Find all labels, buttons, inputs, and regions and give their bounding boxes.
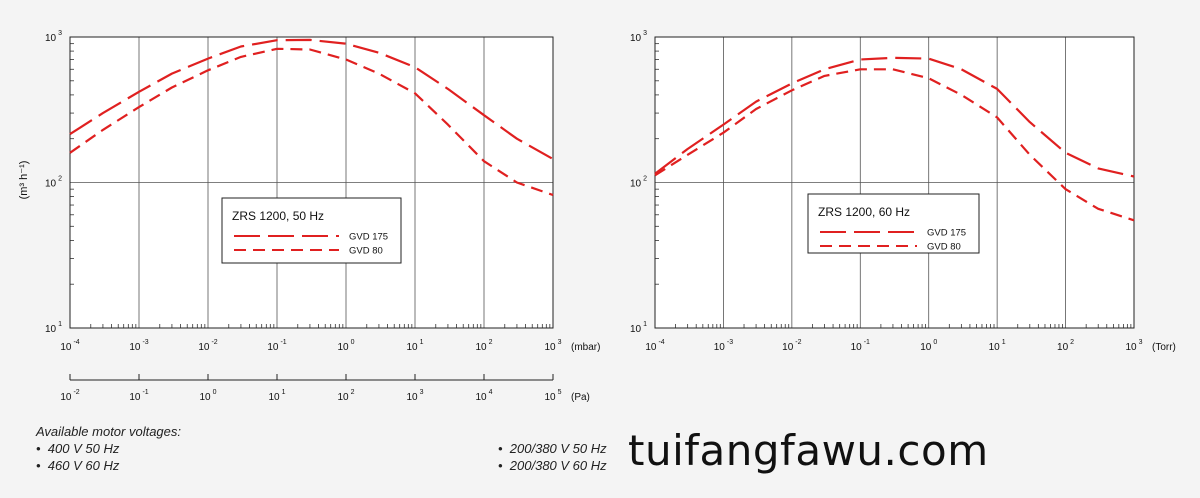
x-tick-label: 10 -1 [851, 339, 870, 353]
x-tick-label: 10 -3 [129, 339, 148, 353]
x-tick-label: 10 0 [920, 339, 937, 353]
legend-title: ZRS 1200, 60 Hz [818, 205, 910, 219]
series-line-gvd-80 [69, 47, 554, 197]
legend-box [807, 193, 980, 254]
y-tick-label: 10 3 [630, 30, 647, 44]
secondary-tick-label: 10 -2 [60, 389, 79, 403]
minor-ticks [70, 43, 551, 328]
x-tick-labels: 10 -4 10 -3 10 -2 10 -1 10 0 10 1 10 2 10 3 [60, 339, 561, 353]
legend-entry: GVD 175 [927, 228, 966, 239]
voltage-item-400v: • 400 V 50 Hz [36, 441, 120, 456]
secondary-tick-label: 10 -1 [129, 389, 148, 403]
series-line-gvd-80 [654, 68, 1135, 222]
minor-ticks [655, 43, 1132, 328]
x-tick-labels: 10 -4 10 -3 10 -2 10 -1 10 0 10 1 10 2 10 3 [645, 339, 1142, 353]
motor-voltages-right: • 200/380 V 50 Hz • 200/380 V 60 Hz [498, 440, 607, 474]
y-tick-label: 10 1 [630, 321, 647, 335]
x-tick-label: 10 2 [1057, 339, 1074, 353]
grid [655, 37, 1134, 328]
x-tick-label: 10 2 [475, 339, 492, 353]
secondary-tick-label: 10 4 [475, 389, 492, 403]
y-tick-label: 10 2 [630, 176, 647, 190]
plot-frame [654, 36, 1135, 329]
secondary-tick-label: 10 1 [268, 389, 285, 403]
legend-entry: GVD 80 [927, 242, 961, 253]
legend-title: ZRS 1200, 50 Hz [232, 209, 324, 223]
secondary-tick-label: 10 3 [406, 389, 423, 403]
plot-frame [69, 36, 554, 329]
legend: ZRS 1200, 60 Hz GVD 175 GVD 80 [807, 193, 980, 254]
x-tick-label: 10 3 [544, 339, 561, 353]
x-tick-label: 10 -4 [60, 339, 79, 353]
y-tick-label: 10 2 [45, 176, 62, 190]
x-tick-label: 10 1 [989, 339, 1006, 353]
x-tick-label: 10 -1 [267, 339, 286, 353]
voltage-item-200-380v-50hz: • 200/380 V 50 Hz [498, 441, 607, 456]
secondary-axis-label: (Pa) [571, 392, 590, 403]
x-tick-label: 10 3 [1125, 339, 1142, 353]
x-tick-label: 10 -4 [645, 339, 664, 353]
x-axis-label: (Torr) [1152, 342, 1176, 353]
legend-box [221, 197, 402, 264]
y-axis-label: (m³ h⁻¹) [18, 161, 30, 200]
x-tick-label: 10 -2 [782, 339, 801, 353]
secondary-tick-label: 10 0 [199, 389, 216, 403]
y-tick-label: 10 1 [45, 321, 62, 335]
watermark: tuifangfawu.com [628, 426, 989, 475]
legend-entry: GVD 175 [349, 232, 388, 243]
x-tick-label: 10 -3 [714, 339, 733, 353]
x-tick-label: 10 0 [337, 339, 354, 353]
notes-heading: Available motor voltages: [36, 424, 182, 439]
x-axis-label: (mbar) [571, 342, 600, 353]
x-tick-label: 10 1 [406, 339, 423, 353]
voltage-item-460v: • 460 V 60 Hz [36, 458, 120, 473]
voltage-item-200-380v-60hz: • 200/380 V 60 Hz [498, 458, 607, 473]
motor-voltages-left: Available motor voltages: • 400 V 50 Hz … [36, 423, 181, 474]
grid [70, 37, 553, 328]
secondary-x-axis: 10 -2 10 -1 10 0 10 1 10 2 10 3 10 4 10 5 (Pa) [60, 374, 590, 403]
legend-entry: GVD 80 [349, 246, 383, 257]
secondary-tick-label: 10 2 [337, 389, 354, 403]
y-tick-label: 10 3 [45, 30, 62, 44]
secondary-tick-label: 10 5 [544, 389, 561, 403]
x-tick-label: 10 -2 [198, 339, 217, 353]
series-line-gvd-175 [654, 56, 1135, 178]
legend: ZRS 1200, 50 Hz GVD 175 GVD 80 [221, 197, 402, 264]
series-line-gvd-175 [69, 38, 554, 160]
